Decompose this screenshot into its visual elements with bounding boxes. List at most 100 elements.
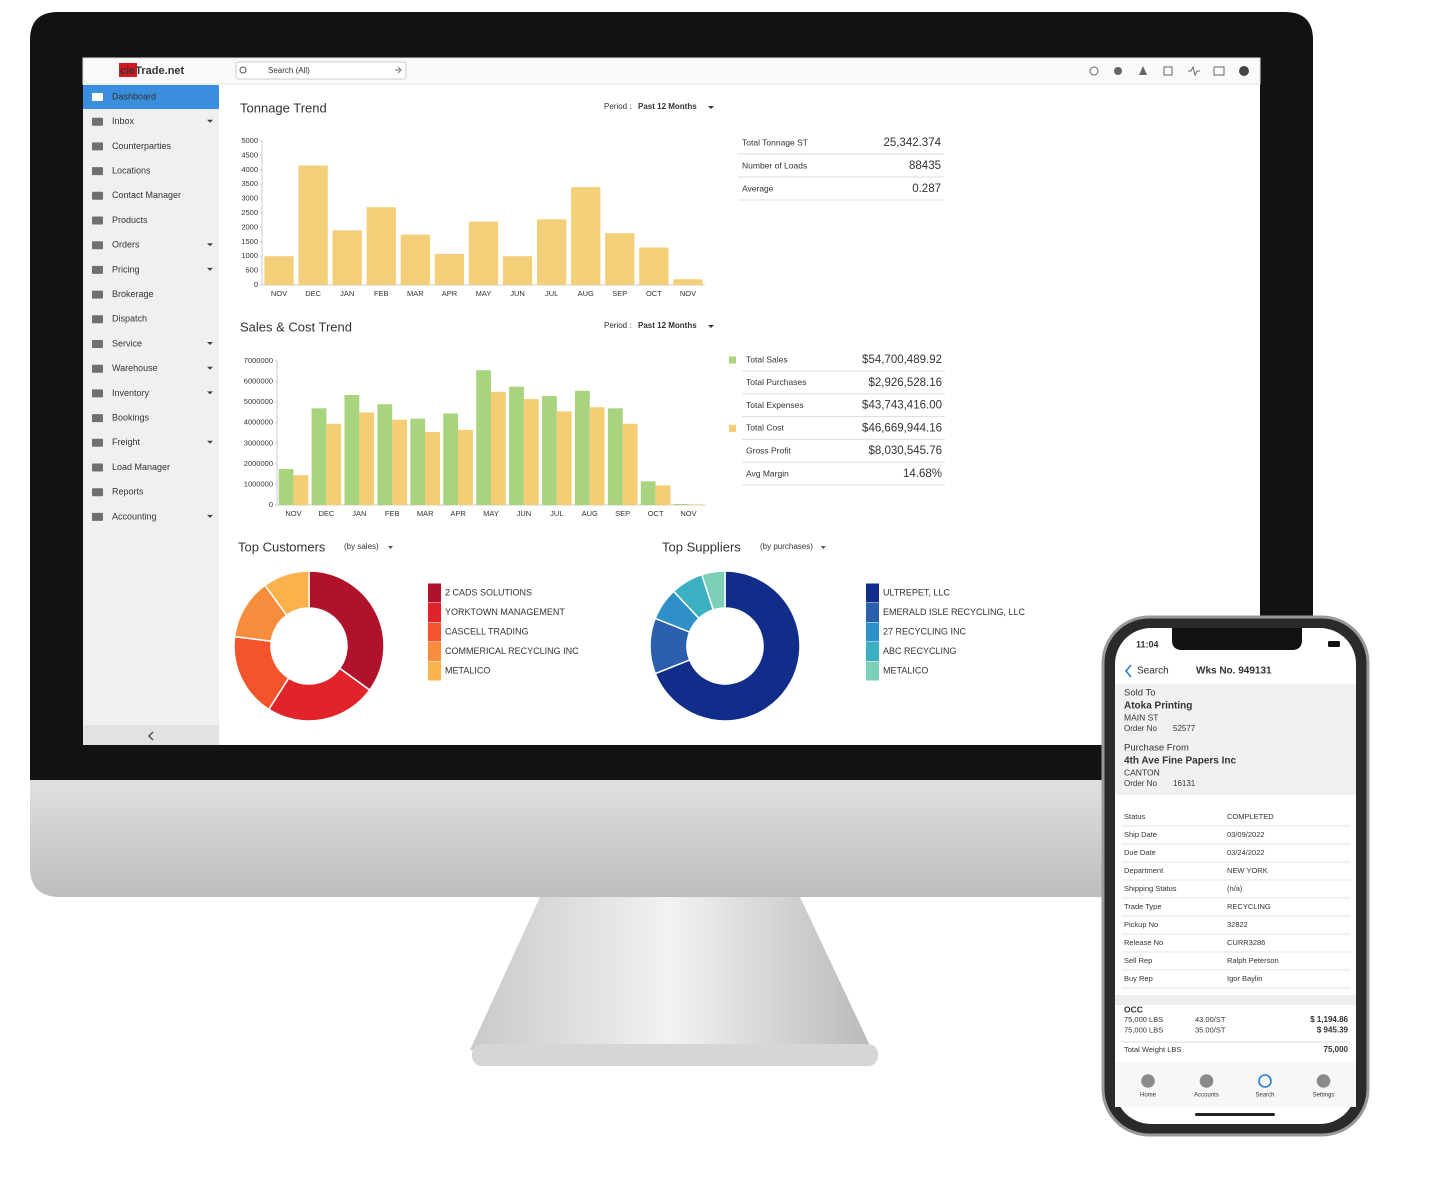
legend-swatch [866,642,879,661]
legend-label: ABC RECYCLING [883,646,957,656]
sidebar-item[interactable]: Bookings [112,412,150,422]
sidebar-item[interactable]: Service [112,338,142,348]
stat-value: $2,926,528.16 [868,377,942,389]
y-tick-label: 5000 [241,136,258,145]
bar [491,391,506,505]
dropdown-caret [207,440,213,444]
x-tick-label: OCT [646,289,662,298]
y-tick-label: 500 [245,266,258,275]
y-tick-label: 1000 [241,251,258,260]
tab-label[interactable]: Search [1255,1093,1274,1099]
legend-label: METALICO [883,665,928,675]
x-tick-label: DEC [318,509,334,518]
phone-header-panel [1115,684,1356,795]
x-tick-label: SEP [612,289,627,298]
period-value[interactable]: Past 12 Months [638,321,697,330]
notes-icon[interactable] [1163,66,1173,76]
search-box[interactable] [235,61,407,80]
legend-label: 2 CADS SOLUTIONS [445,587,532,597]
sidebar-item[interactable]: Products [112,215,148,225]
sidebar-item[interactable]: Reports [112,487,144,497]
sidebar-item[interactable]: Pricing [112,264,140,274]
item-weight: 75,000 LBS [1124,1025,1163,1034]
back-arrow[interactable] [1124,664,1132,678]
legend-label: COMMERICAL RECYCLING INC [445,646,579,656]
search-go[interactable] [395,66,402,74]
sidebar-item[interactable]: Contact Manager [112,190,181,200]
x-tick-label: NOV [285,509,301,518]
settings-icon[interactable] [1114,67,1122,75]
tab-icon[interactable] [1141,1074,1155,1088]
sidebar-item[interactable]: Dashboard [112,91,156,101]
sidebar-icon [92,167,103,176]
detail-label: Buy Rep [1124,974,1153,983]
y-tick-label: 6000000 [244,377,273,386]
y-tick-label: 1000000 [244,479,273,488]
party-name: Atoka Printing [1124,701,1192,712]
sidebar-item[interactable]: Load Manager [112,462,170,472]
legend-label: METALICO [445,665,490,675]
sidebar-item[interactable]: Freight [112,437,141,447]
screen-title: Wks No. 949131 [1196,666,1272,677]
tab-label[interactable]: Settings [1313,1093,1335,1099]
tab-label[interactable]: Accounts [1194,1093,1219,1099]
tab-icon[interactable] [1258,1074,1272,1088]
detail-label: Department [1124,866,1164,875]
y-tick-label: 4000000 [244,418,273,427]
sidebar-item[interactable]: Accounting [112,511,157,521]
item-price: 35.00/ST [1195,1025,1226,1034]
history-icon[interactable] [1089,66,1099,76]
bar [537,219,567,285]
period-value[interactable]: Past 12 Months [638,102,697,111]
bar [344,394,360,505]
chart-subtitle[interactable]: (by purchases) [760,542,813,551]
sidebar-item[interactable]: Counterparties [112,141,172,151]
bar [434,253,465,285]
search-placeholder[interactable]: Search (All) [268,66,310,75]
legend-swatch [428,661,441,681]
back-button[interactable]: Search [1137,666,1169,677]
legend-label: 27 RECYCLING INC [883,626,967,636]
bell-icon[interactable] [1139,66,1147,75]
tab-label[interactable]: Home [1140,1093,1157,1099]
bar [443,413,459,505]
search-icon [239,66,247,74]
sidebar-icon [92,142,103,151]
sidebar-item[interactable]: Orders [112,240,140,250]
sidebar-icon [92,438,103,447]
period-label: Period : [604,321,632,330]
bar [476,370,491,505]
sidebar-item[interactable]: Inbox [112,116,135,126]
stat-label: Avg Margin [746,468,789,478]
collapse-icon[interactable] [147,731,154,741]
legend-swatch [866,583,879,603]
monitor-stand [470,897,872,1050]
help-icon[interactable] [1239,66,1249,76]
bar [673,503,689,505]
sidebar-icon [92,414,103,423]
tab-icon[interactable] [1316,1074,1331,1088]
sidebar-item[interactable]: Warehouse [112,363,158,373]
item-weight: 75,000 LBS [1124,1015,1163,1024]
chart-subtitle[interactable]: (by sales) [344,542,379,551]
sidebar-item[interactable]: Brokerage [112,289,154,299]
pie-slice [654,570,801,722]
legend-label: EMERALD ISLE RECYCLING, LLC [883,607,1026,617]
detail-value: 32822 [1227,920,1248,929]
order-label: Order No [1124,724,1157,733]
sidebar-item[interactable]: Inventory [112,388,150,398]
sidebar-item[interactable]: Locations [112,165,151,175]
y-tick-label: 5000000 [244,397,273,406]
legend-swatch [729,424,736,432]
bar [332,230,362,285]
sidebar-item[interactable]: Dispatch [112,314,147,324]
tab-icon[interactable] [1199,1074,1214,1088]
stat-value: 14.68% [903,468,942,480]
sidebar-icon [92,241,103,250]
stat-label: Total Tonnage ST [742,137,808,147]
x-tick-label: NOV [680,289,696,298]
activity-icon[interactable] [1188,65,1200,77]
stat-value: 25,342.374 [883,137,941,149]
sidebar-active [83,85,219,109]
window-icon[interactable] [1213,66,1225,76]
